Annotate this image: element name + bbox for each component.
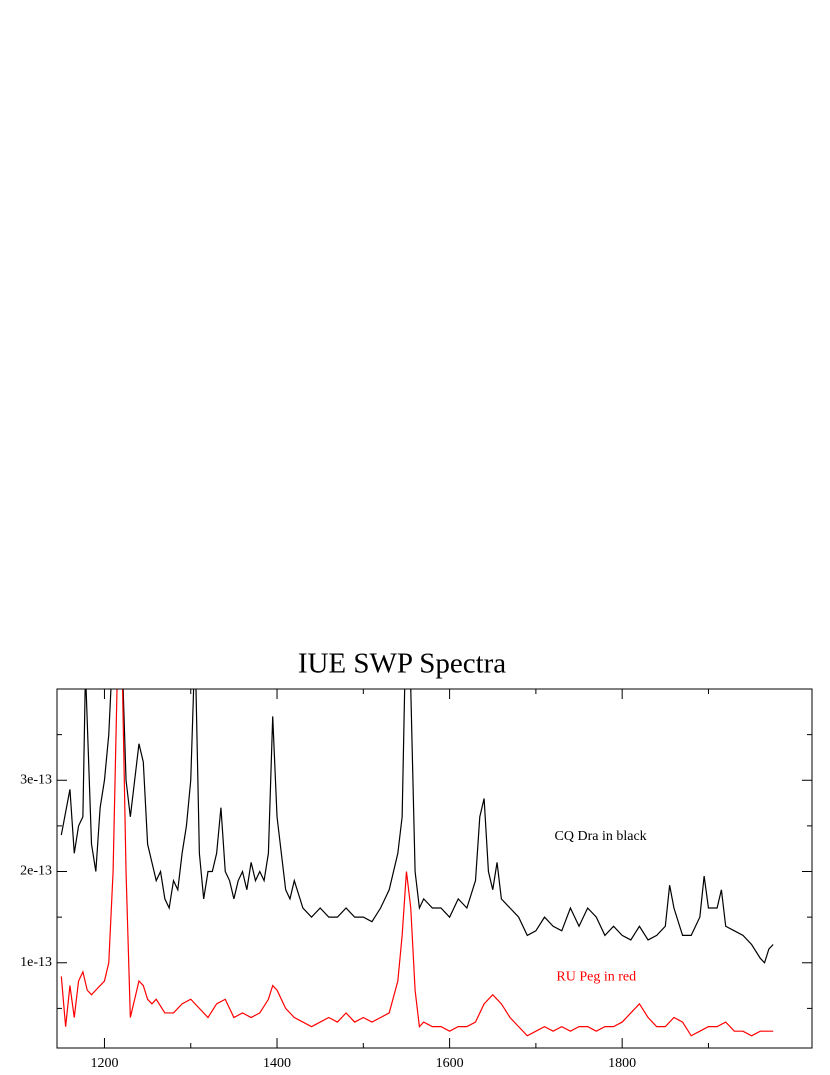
x-tick-label: 1800 — [608, 1056, 636, 1071]
y-tick-label: 3e-13 — [20, 772, 52, 787]
plot-frame — [56, 688, 813, 1049]
annotation: CQ Dra in black — [555, 829, 647, 844]
y-tick-label: 2e-13 — [20, 864, 52, 879]
annotation: RU Peg in red — [556, 970, 636, 985]
spectrum-line — [60, 689, 774, 1037]
spectrum-line — [60, 689, 774, 964]
x-tick-label: 1600 — [436, 1056, 464, 1071]
y-tick-label: 1e-13 — [20, 955, 52, 970]
x-tick-label: 1200 — [90, 1056, 118, 1071]
x-tick-label: 1400 — [263, 1056, 291, 1071]
chart-title: IUE SWP Spectra — [298, 648, 506, 680]
plot-area — [60, 689, 774, 1037]
